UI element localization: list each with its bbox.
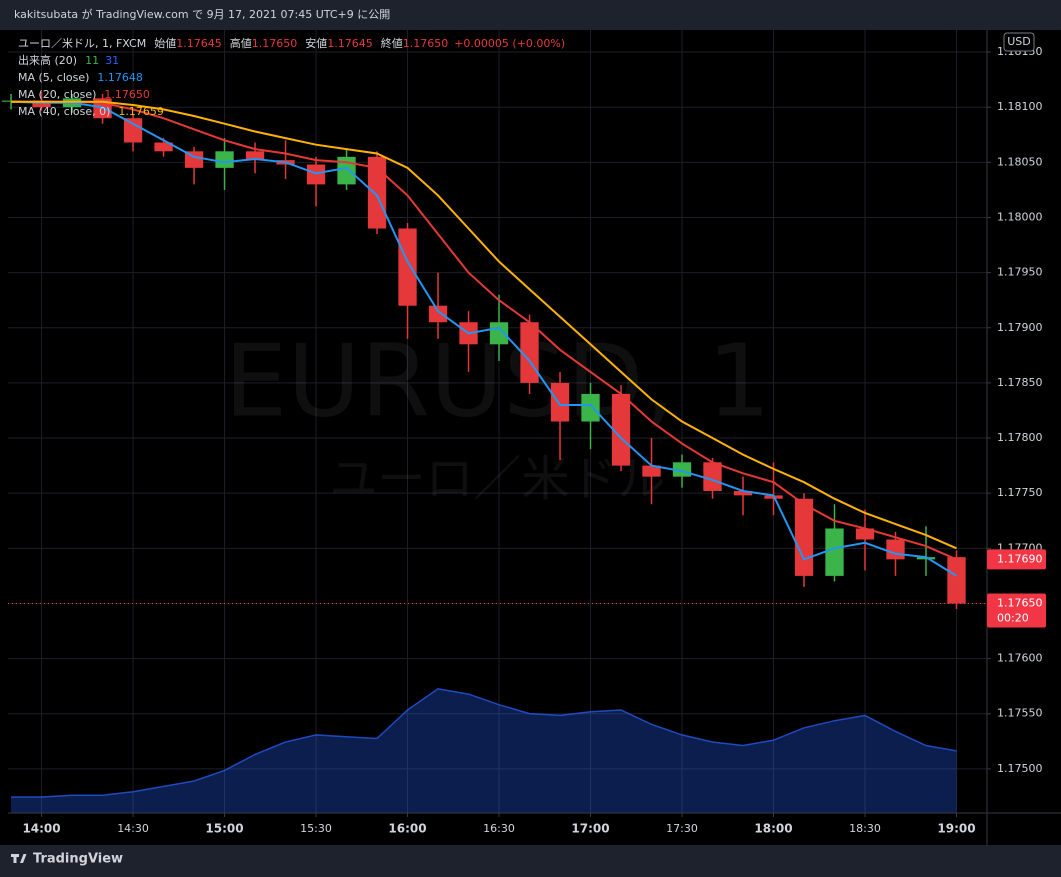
candle-body: [855, 528, 875, 540]
ma-line: [11, 100, 957, 561]
candle-body: [611, 393, 631, 466]
ma-lines: [10, 100, 958, 577]
y-tick-label: 1.17500: [997, 762, 1043, 775]
candle-body: [398, 228, 417, 306]
legend-value: 1.17650: [104, 88, 150, 101]
ma-line: [11, 100, 957, 550]
y-tick-label: 1.17550: [997, 707, 1043, 720]
ohlc-name: 高値: [230, 36, 252, 50]
grid: [8, 30, 987, 813]
x-tick-label: 16:00: [388, 822, 426, 836]
candle-body: [32, 100, 51, 108]
brand-logo: [11, 854, 27, 863]
legend-ma: MA (40, close, 0) 1.17659: [18, 105, 164, 118]
price-tag-label: 1.17650: [997, 596, 1043, 609]
y-tick-label: 1.17950: [997, 266, 1043, 279]
candle-body: [550, 382, 570, 422]
y-tick-label: 1.17600: [997, 652, 1043, 665]
x-tick-label: 18:00: [754, 822, 792, 836]
candle-body: [154, 142, 173, 152]
ohlc-name: 終値: [381, 36, 403, 50]
candle-body: [581, 393, 600, 422]
y-tick-label: 1.18000: [997, 210, 1043, 223]
candle-body: [886, 539, 905, 560]
volume-last: 11: [85, 54, 99, 67]
price-tag: [987, 549, 1046, 570]
header-bar: [0, 0, 1061, 30]
volume-ma-last: 31: [105, 54, 119, 67]
candle-body: [489, 322, 509, 345]
candle-body: [733, 490, 753, 496]
legend-ma: MA (20, close) 1.17650: [18, 88, 150, 101]
symbol: ユーロ／米ドル, 1, FXCM: [18, 37, 146, 50]
brand: TradingView: [33, 852, 123, 867]
candle-body: [794, 498, 814, 576]
legend-value: 1.17659: [118, 105, 164, 118]
change: +0.00005 (+0.00%): [454, 37, 565, 50]
candle-body: [367, 156, 387, 229]
legend-value: 1.17648: [97, 71, 143, 84]
currency: USD: [1007, 35, 1031, 48]
legend-ma: MA (5, close) 1.17648: [18, 71, 143, 84]
ohlc-name: 安値: [305, 36, 327, 50]
brand-icon: [11, 854, 27, 863]
candle-body: [703, 462, 722, 491]
ohlc-value: 1.17650: [403, 37, 449, 50]
y-tick-label: 1.18050: [997, 155, 1043, 168]
candle-body: [947, 557, 966, 604]
candle-body: [215, 151, 234, 168]
candle-body: [642, 465, 661, 477]
watermark-sub: ユーロ／米ドル: [329, 451, 665, 507]
price-tag: [987, 593, 1046, 628]
ma-line: [10, 100, 958, 577]
volume-name: 出来高 (20): [18, 53, 77, 67]
ohlc-value: 1.17645: [327, 37, 373, 50]
x-tick-label: 19:00: [937, 822, 975, 836]
legend: ユーロ／米ドル, 1, FXCM 始値1.17645 高値1.17650 安値1.17…: [18, 36, 565, 118]
legend-name: MA (40, close, 0): [18, 105, 110, 118]
axes: 1.175001.175501.176001.176501.177001.177…: [8, 45, 1046, 836]
x-tick-label: 17:00: [571, 822, 609, 836]
volume-pane: [11, 688, 957, 813]
candle-body: [245, 151, 265, 161]
x-tick-label: 17:30: [666, 822, 698, 835]
ohlc-value: 1.17645: [176, 37, 222, 50]
x-tick-label: 14:30: [117, 822, 149, 835]
y-tick-label: 1.17750: [997, 486, 1043, 499]
ohlc-name: 始値: [154, 36, 176, 50]
ohlc-value: 1.17650: [252, 37, 298, 50]
currency-badge: [1003, 32, 1035, 52]
x-tick-label: 18:30: [849, 822, 881, 835]
price-tag-label: 1.17690: [997, 552, 1043, 565]
x-tick-label: 15:30: [300, 822, 332, 835]
candles: [1, 91, 966, 609]
legend-name: MA (5, close): [18, 71, 89, 84]
candle-body: [123, 118, 143, 143]
y-tick-label: 1.17900: [997, 321, 1043, 334]
volume-ma-area: [11, 688, 957, 813]
x-tick-label: 16:30: [483, 822, 515, 835]
candle-body: [428, 305, 448, 323]
candle-body: [306, 164, 326, 185]
volume-ma-line: [11, 688, 957, 798]
y-tick-label: 1.17800: [997, 431, 1043, 444]
candle-body: [825, 528, 844, 576]
header-text: kakitsubata が TradingView.com で 9月 17, 2…: [14, 7, 390, 21]
price-tag-countdown: 00:20: [997, 611, 1029, 624]
x-tick-label: 15:00: [205, 822, 243, 836]
legend-ohlc: ユーロ／米ドル, 1, FXCM 始値1.17645 高値1.17650 安値1.17…: [18, 36, 565, 50]
legend-volume: 出来高 (20) 11 31: [18, 53, 119, 67]
footer-bar: [0, 845, 1061, 877]
legend-name: MA (20, close): [18, 88, 96, 101]
x-tick-label: 14:00: [22, 822, 60, 836]
y-tick-label: 1.18100: [997, 100, 1043, 113]
y-tick-label: 1.17850: [997, 376, 1043, 389]
